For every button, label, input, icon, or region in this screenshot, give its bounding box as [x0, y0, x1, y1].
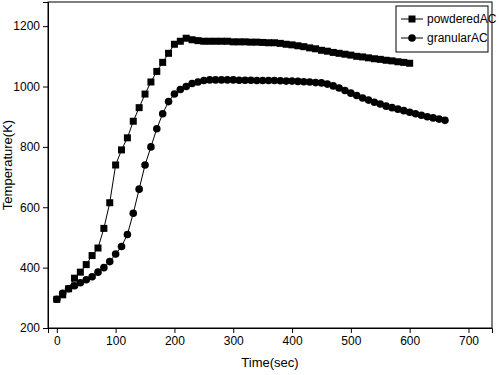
data-point	[89, 252, 96, 259]
data-point	[153, 125, 161, 133]
data-point	[112, 250, 120, 258]
legend-marker	[409, 16, 416, 23]
x-tick-mark	[116, 328, 117, 333]
x-tick-mark	[468, 328, 469, 333]
data-point	[441, 117, 449, 125]
x-axis-title: Time(sec)	[241, 355, 298, 370]
x-tick-label: 100	[106, 334, 126, 348]
y-tick-label: 1200	[13, 19, 40, 33]
legend: powderedAC granularAC	[396, 6, 497, 52]
data-point	[165, 98, 173, 106]
y-tick-mark	[43, 268, 48, 269]
y-tick-mark	[43, 147, 48, 148]
data-point	[100, 264, 108, 272]
x-tick-label: 700	[459, 334, 479, 348]
x-tick: 300	[224, 328, 244, 348]
data-point	[159, 59, 166, 66]
x-tick-mark	[292, 328, 293, 333]
x-tick-label: 200	[165, 334, 185, 348]
y-tick-label: 400	[20, 261, 40, 275]
y-axis-title: Temperature(K)	[0, 120, 15, 210]
x-axis: 0 100 200 300 400 500 600 700	[49, 328, 493, 348]
y-axis-line	[43, 3, 49, 329]
y-tick: 400	[20, 261, 48, 275]
y-tick: 200	[20, 321, 48, 335]
data-point	[147, 78, 154, 85]
data-point	[118, 146, 125, 153]
data-point	[159, 110, 167, 118]
x-tick-mark	[174, 328, 175, 333]
data-point	[129, 209, 137, 217]
y-tick: 600	[20, 201, 48, 215]
data-point	[83, 261, 90, 268]
data-point	[71, 275, 78, 282]
x-tick-mark	[410, 328, 411, 333]
data-point	[118, 243, 126, 251]
y-tick-mark	[43, 207, 48, 208]
x-tick: 200	[165, 328, 185, 348]
data-point	[147, 143, 155, 151]
y-tick-mark	[43, 26, 48, 27]
y-tick-label: 1000	[13, 80, 40, 94]
x-tick: 700	[459, 328, 479, 348]
x-tick: 0	[54, 328, 61, 348]
x-tick-label: 400	[283, 334, 303, 348]
data-point	[136, 104, 143, 111]
y-axis: 200 400 600 800 1000 1200	[13, 3, 48, 336]
data-point	[130, 118, 137, 125]
x-tick: 100	[106, 328, 126, 348]
data-point	[94, 245, 101, 252]
data-area	[53, 35, 449, 303]
plot: 0 100 200 300 400 500 600 700 200 400 600 800 1000 12…	[13, 2, 496, 348]
y-tick-label: 200	[20, 321, 40, 335]
x-tick-label: 300	[224, 334, 244, 348]
x-tick: 600	[400, 328, 420, 348]
x-tick: 400	[283, 328, 303, 348]
x-tick-label: 0	[54, 334, 61, 348]
data-point	[106, 258, 114, 266]
x-tick-mark	[233, 328, 234, 333]
x-tick: 500	[341, 328, 361, 348]
data-point	[53, 296, 60, 303]
data-point	[124, 231, 132, 239]
y-tick: 800	[20, 140, 48, 154]
data-point	[53, 296, 61, 304]
x-tick-label: 500	[341, 334, 361, 348]
y-tick: 1000	[13, 80, 48, 94]
data-point	[142, 91, 149, 98]
series-line	[57, 80, 445, 299]
y-tick-mark	[43, 87, 48, 88]
series	[53, 35, 413, 303]
data-point	[406, 60, 413, 67]
chart: 0 100 200 300 400 500 600 700 200 400 600 800 1000 12…	[0, 0, 500, 375]
legend-marker	[408, 34, 416, 42]
data-point	[106, 199, 113, 206]
y-tick-label: 600	[20, 201, 40, 215]
y-tick-label: 800	[20, 140, 40, 154]
x-tick-label: 600	[400, 334, 420, 348]
legend-label: powderedAC	[427, 12, 497, 26]
data-point	[153, 68, 160, 75]
x-tick-mark	[57, 328, 58, 333]
legend-label: granularAC	[427, 31, 488, 45]
data-point	[100, 225, 107, 232]
plot-frame	[48, 2, 492, 328]
data-point	[124, 134, 131, 141]
data-point	[77, 269, 84, 276]
y-tick: 1200	[13, 19, 48, 33]
series-line	[57, 38, 410, 299]
data-point	[165, 50, 172, 57]
y-tick-mark	[43, 328, 48, 329]
x-axis-line	[49, 329, 493, 334]
x-tick-mark	[351, 328, 352, 333]
series	[53, 76, 449, 303]
data-point	[112, 162, 119, 169]
data-point	[141, 161, 149, 169]
data-point	[135, 185, 143, 193]
